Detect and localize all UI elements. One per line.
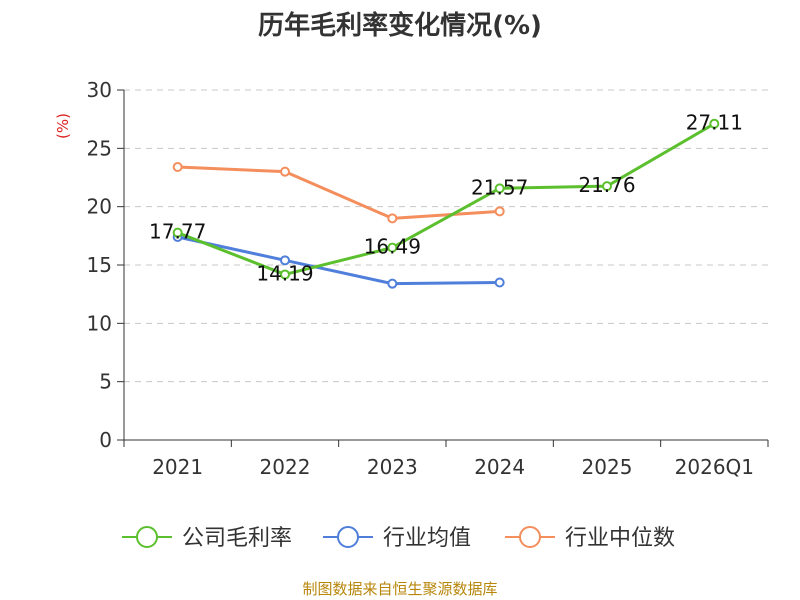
y-tick-label: 20 (87, 195, 112, 219)
data-label: 21.76 (578, 173, 635, 197)
y-tick-label: 25 (87, 136, 112, 160)
data-label: 14.19 (256, 261, 313, 285)
y-tick-label: 30 (87, 78, 112, 102)
data-labels: 17.77 14.19 16.49 21.57 21.76 27.11 (149, 111, 743, 286)
data-point (172, 162, 183, 172)
x-tick-label: 2025 (582, 455, 633, 479)
x-tick-label: 2021 (152, 455, 203, 479)
x-tick-label: 2023 (367, 455, 418, 479)
data-point (280, 255, 290, 266)
series-line (177, 165, 500, 220)
chart-title: 历年毛利率变化情况(%) (258, 10, 542, 41)
source-note: 制图数据来自恒生聚源数据库 (302, 580, 497, 598)
legend-label: 行业中位数 (565, 526, 675, 551)
data-label: 17.77 (149, 220, 206, 244)
data-point (387, 213, 398, 224)
legend-swatch-marker (519, 526, 541, 548)
x-tick-label: 2024 (474, 455, 525, 479)
data-label: 16.49 (364, 235, 421, 259)
data-point (280, 166, 290, 177)
data-point (280, 269, 290, 280)
y-tick-label: 0 (99, 428, 112, 452)
x-tick-label: 2026Q1 (675, 455, 754, 479)
y-tick-label: 5 (99, 370, 112, 394)
data-point (602, 181, 612, 192)
data-point (494, 206, 505, 217)
gridlines (124, 89, 768, 383)
data-point (709, 118, 720, 129)
data-label: 27.11 (686, 111, 743, 135)
y-tick-label: 15 (87, 253, 112, 277)
legend-label: 公司毛利率 (182, 526, 292, 551)
data-point (172, 227, 183, 238)
data-point (387, 242, 398, 253)
data-label: 21.57 (471, 175, 528, 199)
series-line (177, 235, 500, 286)
legend-swatch-marker (136, 526, 158, 548)
data-point (494, 183, 505, 194)
y-tick-label: 10 (87, 311, 112, 335)
data-point (387, 278, 398, 289)
legend: 公司毛利率 行业均值 行业中位数 (122, 526, 675, 551)
legend-swatch-marker (337, 526, 359, 548)
y-axis-label: (%) (54, 113, 72, 139)
series-line (177, 122, 716, 276)
x-tick-label: 2022 (260, 455, 311, 479)
series-lines (172, 118, 720, 289)
legend-label: 行业均值 (383, 526, 471, 551)
data-point (494, 277, 505, 288)
